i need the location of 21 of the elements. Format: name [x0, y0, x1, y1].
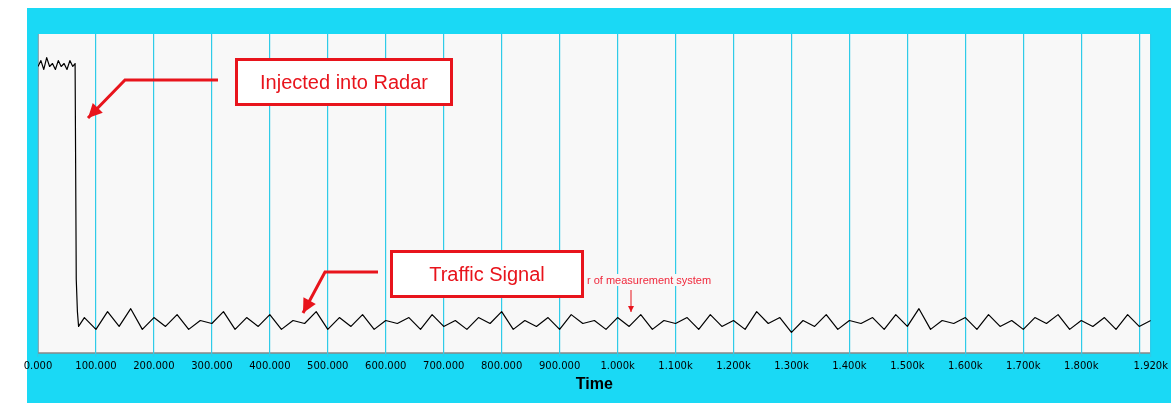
- x-tick-label: 600.000: [365, 359, 407, 371]
- x-tick-label: 400.000: [249, 359, 291, 371]
- x-tick-label: 1.400k: [832, 359, 867, 371]
- x-tick-label: 100.000: [75, 359, 117, 371]
- x-tick-label: 1.500k: [890, 359, 925, 371]
- x-tick-label: 1.100k: [658, 359, 693, 371]
- x-tick-label: 200.000: [133, 359, 175, 371]
- x-tick-label: 500.000: [307, 359, 349, 371]
- x-tick-label: 800.000: [480, 359, 523, 371]
- x-tick-label: 1.200k: [716, 359, 751, 371]
- x-tick-label: 300.000: [191, 359, 233, 371]
- x-axis-title: Time: [575, 375, 613, 393]
- x-tick-label: 700.000: [423, 359, 465, 371]
- annotation: r of measurement system: [587, 274, 712, 286]
- x-tick-label: 1.000k: [600, 359, 635, 371]
- x-tick-label: 900.000: [538, 359, 581, 371]
- x-tick-label: 1.800k: [1064, 359, 1099, 371]
- x-tick-label: 1.920k: [1133, 359, 1169, 371]
- x-tick-label: 1.300k: [774, 359, 809, 371]
- x-tick-label: 1.600k: [948, 359, 983, 371]
- x-tick-label: 1.700k: [1006, 359, 1041, 371]
